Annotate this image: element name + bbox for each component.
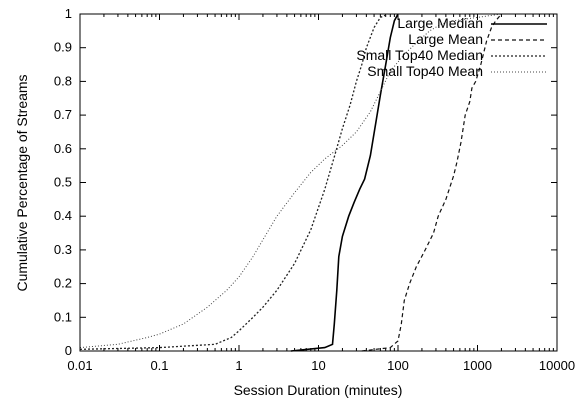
legend-label: Large Median (397, 15, 483, 31)
x-tick-label: 10 (311, 358, 325, 373)
series-line-large-mean (361, 13, 502, 352)
y-tick-label: 0.8 (54, 73, 72, 88)
y-axis-label: Cumulative Percentage of Streams (14, 74, 30, 291)
legend-label: Large Mean (408, 31, 483, 47)
x-tick-label: 100 (387, 358, 409, 373)
y-tick-label: 0 (65, 343, 72, 358)
x-tick-label: 1000 (463, 358, 492, 373)
legend-label: Small Top40 Median (356, 47, 483, 63)
x-tick-label: 1 (235, 358, 242, 373)
legend-label: Small Top40 Mean (367, 63, 483, 79)
y-axis-ticks: 0 0.1 0.2 0.3 0.4 0.5 0.6 0.7 0.8 0.9 1 (54, 6, 557, 358)
y-tick-label: 0.3 (54, 242, 72, 257)
x-tick-label: 10000 (539, 358, 575, 373)
x-axis-label: Session Duration (minutes) (234, 382, 403, 398)
series-line-small-top40-median (79, 13, 389, 350)
plot-frame (79, 13, 558, 352)
series-line-large-median (290, 13, 399, 352)
x-tick-label: 0.1 (150, 358, 168, 373)
x-axis-ticks: 0.01 0.1 1 10 100 1000 10000 (67, 14, 575, 373)
y-tick-label: 0.1 (54, 309, 72, 324)
series-layer (79, 13, 508, 352)
y-tick-label: 0.7 (54, 107, 72, 122)
y-tick-label: 0.2 (54, 276, 72, 291)
y-tick-label: 0.4 (54, 208, 72, 223)
y-tick-label: 0.5 (54, 175, 72, 190)
y-tick-label: 1 (65, 6, 72, 21)
y-tick-label: 0.6 (54, 141, 72, 156)
x-tick-label: 0.01 (67, 358, 92, 373)
y-tick-label: 0.9 (54, 40, 72, 55)
